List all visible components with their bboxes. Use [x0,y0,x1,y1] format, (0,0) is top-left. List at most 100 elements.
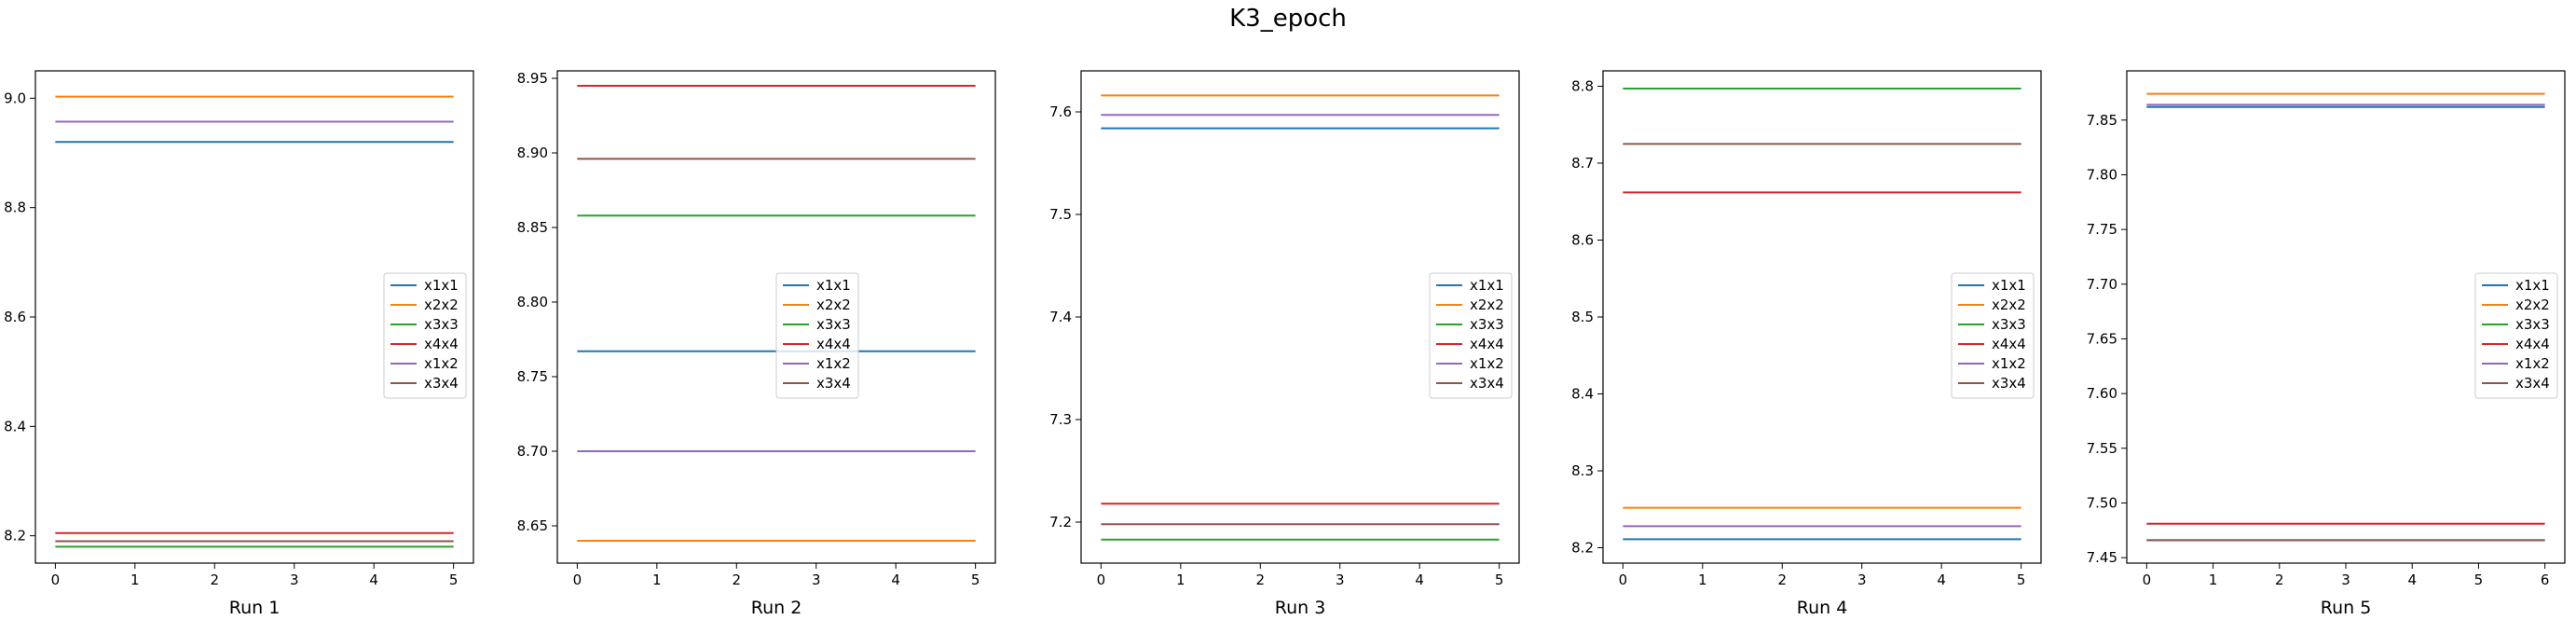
x-tick-label: 1 [1176,572,1185,588]
x-tick-label: 3 [1336,572,1345,588]
legend-label: x4x4 [816,336,851,352]
legend-label: x3x3 [2515,316,2550,333]
figure-title: K3_epoch [1229,5,1347,33]
y-tick-label: 7.60 [2087,385,2117,402]
legend-label: x4x4 [424,336,459,352]
x-tick-label: 4 [891,572,900,588]
y-tick-label: 8.2 [4,528,26,544]
y-tick-label: 8.8 [1571,78,1594,95]
legend-label: x1x1 [1992,277,2026,294]
y-tick-label: 7.3 [1049,411,1072,428]
y-tick-label: 7.75 [2087,221,2117,238]
x-axis-label: Run 4 [1797,598,1848,618]
x-tick-label: 2 [1255,572,1265,588]
x-tick-label: 2 [1777,572,1787,588]
x-tick-label: 3 [2341,572,2350,588]
x-tick-label: 0 [1619,572,1628,588]
y-tick-label: 8.95 [517,70,548,87]
y-tick-label: 7.6 [1049,103,1072,120]
x-tick-label: 1 [652,572,662,588]
legend-label: x3x3 [424,316,459,333]
y-tick-label: 8.2 [1571,540,1594,557]
x-tick-label: 5 [2474,572,2484,588]
legend-label: x1x2 [424,355,459,372]
x-tick-label: 3 [812,572,821,588]
legend-label: x4x4 [1470,336,1504,352]
legend-label: x3x4 [1470,375,1504,392]
subplot-5: 0 1 2 3 4 5 6 7.45 7.50 7.55 7.60 7.65 7.70 7.75 7.80 7… [2087,70,2566,618]
y-tick-label: 7.70 [2087,276,2117,293]
x-tick-label: 3 [290,572,299,588]
subplot-2: 0 1 2 3 4 5 8.65 8.70 8.75 8.80 8.85 8.90 8.95 Run 2 x… [517,70,996,618]
legend-label: x1x2 [816,355,851,372]
series-lines [1623,87,2021,541]
legend-label: x3x4 [424,375,459,392]
y-tick-label: 7.5 [1049,206,1072,223]
x-axis-label: Run 2 [751,598,802,618]
x-tick-label: 6 [2541,572,2550,588]
x-tick-label: 0 [573,572,582,588]
x-tick-label: 2 [2275,572,2284,588]
legend: x1x1 x2x2 x3x3 x4x4 x1x2 x3x4 [1429,272,1513,399]
y-tick-label: 7.65 [2087,330,2117,347]
legend-label: x3x3 [1992,316,2026,333]
legend-label: x3x4 [1992,375,2026,392]
legend-label: x2x2 [1470,296,1504,313]
y-tick-label: 8.4 [1571,386,1594,403]
x-tick-label: 5 [2017,572,2026,588]
legend-label: x2x2 [424,296,459,313]
x-tick-label: 4 [369,572,378,588]
legend-label: x2x2 [816,296,851,313]
y-tick-label: 8.85 [517,219,548,236]
subplot-1: 0 1 2 3 4 5 8.2 8.4 8.6 8.8 9.0 Run 1 x1x1 x2x2 x3x3 x4… [4,70,474,618]
legend-label: x3x4 [2515,375,2550,392]
x-tick-label: 5 [1495,572,1504,588]
x-tick-label: 0 [2143,572,2152,588]
y-tick-label: 8.6 [4,309,26,325]
x-tick-label: 0 [51,572,61,588]
series-lines [577,85,976,542]
y-tick-label: 7.4 [1049,309,1072,325]
y-tick-label: 8.3 [1571,462,1594,479]
y-tick-label: 7.50 [2087,494,2117,511]
x-tick-label: 1 [1698,572,1707,588]
legend-label: x2x2 [2515,296,2550,313]
legend-label: x1x1 [1470,277,1504,294]
x-tick-label: 4 [1415,572,1424,588]
subplot-4: 0 1 2 3 4 5 8.2 8.3 8.4 8.5 8.6 8.7 8.8 Run 4 x1x1 x2x2… [1571,70,2042,618]
x-tick-label: 5 [971,572,980,588]
y-tick-label: 8.75 [517,368,548,385]
x-tick-label: 1 [130,572,140,588]
y-tick-label: 7.2 [1049,514,1072,530]
subplots: 0 1 2 3 4 5 8.2 8.4 8.6 8.8 9.0 Run 1 x1x1 x2x2 x3x3 x4… [4,70,2566,618]
legend: x1x1 x2x2 x3x3 x4x4 x1x2 x3x4 [1951,272,2035,399]
x-tick-label: 5 [449,572,459,588]
legend-label: x1x1 [2515,277,2550,294]
x-tick-label: 0 [1097,572,1106,588]
x-axis-label: Run 5 [2321,598,2372,618]
x-tick-label: 3 [1857,572,1867,588]
y-tick-label: 8.7 [1571,155,1594,172]
x-tick-label: 4 [1937,572,1946,588]
y-tick-label: 7.45 [2087,549,2117,566]
series-lines [2146,92,2545,542]
legend-label: x1x2 [1470,355,1504,372]
legend-label: x4x4 [2515,336,2550,352]
legend-label: x1x2 [1992,355,2026,372]
legend: x1x1 x2x2 x3x3 x4x4 x1x2 x3x4 [2474,272,2558,399]
axes-frame [556,70,996,564]
series-lines [55,95,454,548]
y-tick-label: 7.85 [2087,112,2117,129]
y-tick-label: 7.80 [2087,166,2117,183]
subplot-3: 0 1 2 3 4 5 7.2 7.3 7.4 7.5 7.6 Run 3 x1x1 x2x2 x3x3 x4… [1049,70,1520,618]
x-tick-label: 4 [2407,572,2417,588]
legend-label: x1x1 [816,277,851,294]
legend-label: x3x3 [1470,316,1504,333]
x-tick-label: 2 [732,572,741,588]
legend-label: x1x2 [2515,355,2550,372]
legend: x1x1 x2x2 x3x3 x4x4 x1x2 x3x4 [383,272,467,399]
x-axis-label: Run 1 [229,598,281,618]
legend-label: x4x4 [1992,336,2026,352]
y-tick-label: 7.55 [2087,440,2117,457]
